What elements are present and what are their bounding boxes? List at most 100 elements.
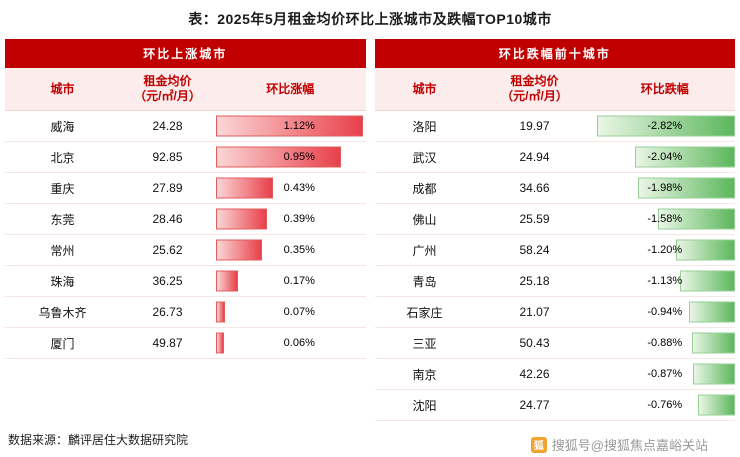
table-row: 青岛 25.18 -1.13% [374,266,735,297]
price-cell: 27.89 [152,181,183,195]
city-cell: 佛山 [412,212,437,227]
rising-cities-table: 环比上涨城市 城市 租金均价 （元/㎡/月） 环比涨幅 威海 24.28 1.1… [5,39,366,359]
percent-label: 0.43% [283,182,315,194]
city-cell: 东莞 [50,212,75,227]
price-cell: 21.07 [519,305,550,319]
col-header-city: 城市 [412,81,437,96]
percent-label: -1.58% [647,213,683,225]
rising-column-header: 城市 租金均价 （元/㎡/月） 环比涨幅 [5,68,366,111]
sohu-logo-icon: 狐 [530,436,547,453]
col-header-price: 租金均价 （元/㎡/月） [134,74,201,103]
increase-bar [216,332,224,354]
decrease-bar [692,332,735,354]
price-cell: 26.73 [152,305,183,319]
city-cell: 成都 [412,181,437,196]
table-row: 石家庄 21.07 -0.94% [374,297,735,328]
price-cell: 24.28 [152,119,183,133]
table-row: 威海 24.28 1.12% [5,111,366,142]
percent-label: 0.07% [283,306,315,318]
rising-panel-header: 环比上涨城市 [5,39,366,68]
city-cell: 石家庄 [406,305,443,320]
table-row: 常州 25.62 0.35% [5,235,366,266]
increase-bar [216,208,268,230]
bar-cell: -0.87% [595,359,735,389]
page-title: 表：2025年5月租金均价环比上涨城市及跌幅TOP10城市 [188,11,552,27]
city-cell: 厦门 [50,336,75,351]
bar-cell: -1.20% [595,235,735,265]
city-cell: 武汉 [412,150,437,165]
decrease-bar [657,208,735,230]
table-row: 东莞 28.46 0.39% [5,204,366,235]
decrease-bar [676,239,735,261]
table-row: 沈阳 24.77 -0.76% [374,390,735,421]
col-header-city: 城市 [50,81,75,96]
price-cell: 25.59 [519,212,550,226]
percent-label: -2.82% [647,120,683,132]
falling-panel-header: 环比跌幅前十城市 [374,39,735,68]
percent-label: -1.20% [647,244,683,256]
city-cell: 洛阳 [412,119,437,134]
increase-bar [216,177,273,199]
increase-bar [216,146,342,168]
col-header-price: 租金均价 （元/㎡/月） [501,74,568,103]
bar-cell: 0.07% [215,297,366,327]
city-cell: 珠海 [50,274,75,289]
city-cell: 沈阳 [412,398,437,413]
increase-bar [216,115,364,137]
bar-cell: -0.88% [595,328,735,358]
bar-cell: 0.06% [215,328,366,358]
bar-cell: 0.95% [215,142,366,172]
percent-label: -2.04% [647,151,683,163]
price-cell: 19.97 [519,119,550,133]
col-header-pct: 环比涨幅 [266,81,315,96]
percent-label: 1.12% [283,120,315,132]
bar-cell: 0.43% [215,173,366,203]
table-row: 佛山 25.59 -1.58% [374,204,735,235]
city-cell: 广州 [412,243,437,258]
percent-label: -1.98% [647,182,683,194]
table-row: 成都 34.66 -1.98% [374,173,735,204]
data-source-note: 数据来源：麟评居住大数据研究院 [8,433,189,447]
decrease-bar [635,146,735,168]
falling-column-header: 城市 租金均价 （元/㎡/月） 环比跌幅 [374,68,735,111]
percent-label: 0.06% [283,337,315,349]
watermark: 狐 搜狐号@搜狐焦点嘉峪关站 [530,435,708,454]
price-cell: 42.26 [519,367,550,381]
decrease-bar [689,301,735,323]
table-row: 乌鲁木齐 26.73 0.07% [5,297,366,328]
increase-bar [216,239,263,261]
col-header-pct: 环比跌幅 [640,81,689,96]
price-cell: 36.25 [152,274,183,288]
city-cell: 南京 [412,367,437,382]
price-cell: 49.87 [152,336,183,350]
table-row: 广州 58.24 -1.20% [374,235,735,266]
price-cell: 28.46 [152,212,183,226]
percent-label: 0.95% [283,151,315,163]
watermark-text: 搜狐号@搜狐焦点嘉峪关站 [551,438,708,453]
price-cell: 24.77 [519,398,550,412]
increase-bar [216,301,226,323]
percent-label: -1.13% [647,275,683,287]
city-cell: 三亚 [412,336,437,351]
city-cell: 乌鲁木齐 [38,305,87,320]
percent-label: -0.87% [647,368,683,380]
table-row: 洛阳 19.97 -2.82% [374,111,735,142]
bar-cell: -0.76% [595,390,735,420]
bar-cell: -2.82% [595,111,735,141]
price-cell: 24.94 [519,150,550,164]
table-row: 北京 92.85 0.95% [5,142,366,173]
increase-bar [216,270,239,292]
city-cell: 北京 [50,150,75,165]
bar-cell: -1.98% [595,173,735,203]
table-row: 重庆 27.89 0.43% [5,173,366,204]
tables-container: 环比上涨城市 城市 租金均价 （元/㎡/月） 环比涨幅 威海 24.28 1.1… [0,39,740,421]
decrease-bar [697,394,735,416]
percent-label: -0.88% [647,337,683,349]
city-cell: 重庆 [50,181,75,196]
percent-label: 0.17% [283,275,315,287]
bar-cell: -0.94% [595,297,735,327]
table-row: 珠海 36.25 0.17% [5,266,366,297]
bar-cell: 0.17% [215,266,366,296]
price-cell: 25.18 [519,274,550,288]
bar-cell: 0.35% [215,235,366,265]
